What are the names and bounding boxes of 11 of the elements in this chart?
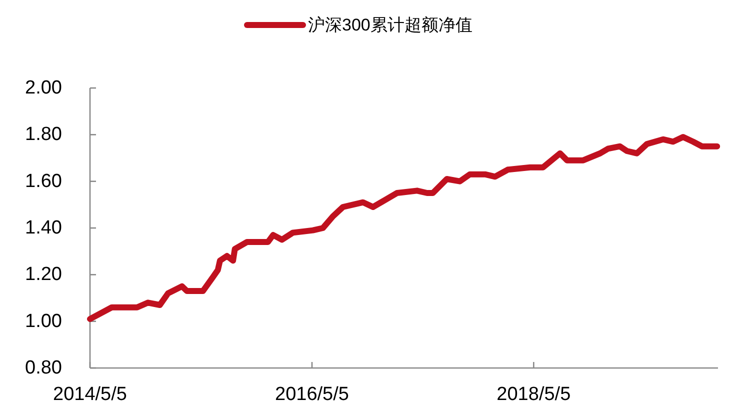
y-tick-label: 1.00 bbox=[25, 310, 62, 332]
y-tick-label: 1.60 bbox=[25, 170, 62, 192]
x-tick-label: 2018/5/5 bbox=[496, 384, 571, 405]
x-tick-label: 2014/5/5 bbox=[53, 384, 127, 405]
legend-label: 沪深300累计超额净值 bbox=[308, 16, 472, 34]
y-tick-label: 1.40 bbox=[25, 218, 62, 238]
x-tick-label: 2016/5/5 bbox=[275, 384, 349, 405]
y-tick-label: 0.80 bbox=[25, 358, 62, 378]
y-tick-label: 1.20 bbox=[25, 264, 62, 286]
y-tick-label: 1.80 bbox=[25, 124, 62, 146]
y-tick-label: 2.00 bbox=[25, 78, 62, 98]
